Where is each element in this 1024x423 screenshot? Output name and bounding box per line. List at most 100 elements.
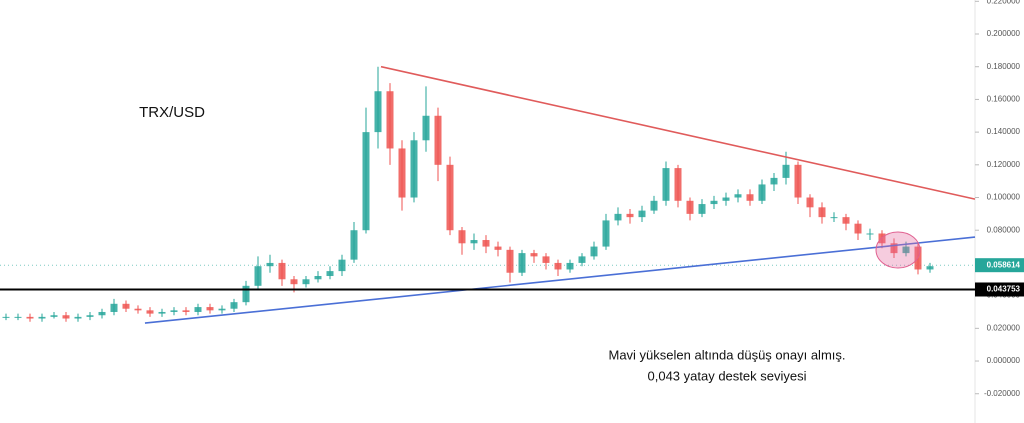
y-tick-label: 0.220000 bbox=[987, 0, 1021, 5]
candle-body bbox=[566, 262, 574, 270]
chart-title: TRX/USD bbox=[139, 104, 205, 121]
candle-body bbox=[734, 194, 742, 198]
candle-body bbox=[866, 233, 874, 235]
candle-body bbox=[626, 213, 634, 218]
candle-body bbox=[818, 207, 826, 218]
candle-body bbox=[110, 303, 118, 312]
candle-body bbox=[230, 302, 238, 309]
candle-body bbox=[302, 279, 310, 285]
last-price-box bbox=[975, 258, 1024, 273]
candle-body bbox=[134, 308, 142, 311]
candle-body bbox=[470, 240, 478, 244]
candle-body bbox=[350, 230, 358, 260]
candle-body bbox=[26, 316, 34, 319]
candle-body bbox=[482, 240, 490, 247]
candle-body bbox=[686, 200, 694, 214]
candle-body bbox=[722, 197, 730, 201]
candle-body bbox=[638, 210, 646, 218]
candle-body bbox=[206, 307, 214, 311]
candle-body bbox=[494, 246, 502, 250]
candle-body bbox=[2, 316, 10, 318]
y-tick-label: 0.000000 bbox=[987, 356, 1021, 365]
y-tick-label: 0.100000 bbox=[987, 193, 1021, 202]
candle-body bbox=[278, 262, 286, 280]
candle-body bbox=[578, 256, 586, 263]
candle-body bbox=[830, 217, 838, 219]
candle-body bbox=[878, 233, 886, 244]
candle-body bbox=[182, 310, 190, 312]
candle-body bbox=[710, 200, 718, 205]
y-tick-label: 0.120000 bbox=[987, 160, 1021, 169]
support-box bbox=[975, 282, 1024, 297]
highlight-ellipse bbox=[875, 231, 921, 269]
trendline bbox=[144, 236, 976, 324]
candle-body bbox=[806, 197, 814, 208]
candle-body bbox=[50, 315, 58, 317]
y-tick-label: 0.080000 bbox=[987, 225, 1021, 234]
candle-body bbox=[458, 230, 466, 244]
candle-body bbox=[902, 246, 910, 254]
candle-body bbox=[338, 259, 346, 272]
candle-body bbox=[86, 315, 94, 317]
candle-body bbox=[890, 243, 898, 254]
candle-body bbox=[254, 266, 262, 286]
candle-body bbox=[530, 253, 538, 257]
y-tick-label: 0.020000 bbox=[987, 323, 1021, 332]
candle-body bbox=[674, 168, 682, 201]
candle-body bbox=[146, 310, 154, 314]
candle-body bbox=[446, 164, 454, 231]
candle-body bbox=[362, 132, 370, 231]
candle-body bbox=[506, 249, 514, 273]
candle-body bbox=[698, 204, 706, 214]
y-tick-label: 0.160000 bbox=[987, 95, 1021, 104]
candle-body bbox=[218, 308, 226, 311]
candle-body bbox=[74, 316, 82, 319]
last-price-label: 0.058614 bbox=[987, 260, 1021, 269]
candle-body bbox=[926, 266, 934, 270]
annotation: Mavi yükselen altında düşüş onayı almış. bbox=[608, 347, 845, 362]
candle-body bbox=[14, 316, 22, 318]
candle-body bbox=[590, 246, 598, 257]
candle-body bbox=[746, 194, 754, 201]
candle-body bbox=[410, 140, 418, 198]
candle-body bbox=[614, 213, 622, 221]
candle-body bbox=[782, 164, 790, 178]
candle-body bbox=[266, 262, 274, 267]
candle-body bbox=[794, 164, 802, 198]
support-label: 0.043753 bbox=[987, 285, 1021, 294]
annotation: 0,043 yatay destek seviyesi bbox=[648, 368, 807, 383]
y-tick-label: 0.180000 bbox=[987, 62, 1021, 71]
candle-body bbox=[158, 311, 166, 314]
candle-body bbox=[650, 200, 658, 211]
candle-body bbox=[770, 177, 778, 185]
candle-body bbox=[758, 184, 766, 201]
candle-body bbox=[122, 303, 130, 309]
candle-body bbox=[854, 223, 862, 234]
candle-body bbox=[314, 276, 322, 280]
y-tick-label: 0.140000 bbox=[987, 127, 1021, 136]
trendline bbox=[380, 65, 976, 200]
candle-body bbox=[518, 253, 526, 273]
candle-body bbox=[554, 262, 562, 270]
candle-body bbox=[662, 168, 670, 201]
candle-body bbox=[842, 217, 850, 224]
candle-body bbox=[422, 115, 430, 141]
candle-body bbox=[542, 256, 550, 263]
candle-body bbox=[434, 115, 442, 165]
candle-body bbox=[398, 148, 406, 198]
candle-body bbox=[170, 310, 178, 312]
candle-body bbox=[326, 271, 334, 277]
candle-body bbox=[386, 91, 394, 149]
candle-body bbox=[62, 315, 70, 319]
candle-body bbox=[602, 220, 610, 247]
y-tick-label: 0.200000 bbox=[987, 29, 1021, 38]
candle-body bbox=[98, 311, 106, 316]
candle-body bbox=[38, 316, 46, 319]
candle-body bbox=[374, 91, 382, 133]
y-tick-label: -0.020000 bbox=[984, 389, 1021, 398]
candle-body bbox=[242, 285, 250, 303]
candle-body bbox=[290, 279, 298, 285]
candle-body bbox=[194, 307, 202, 312]
